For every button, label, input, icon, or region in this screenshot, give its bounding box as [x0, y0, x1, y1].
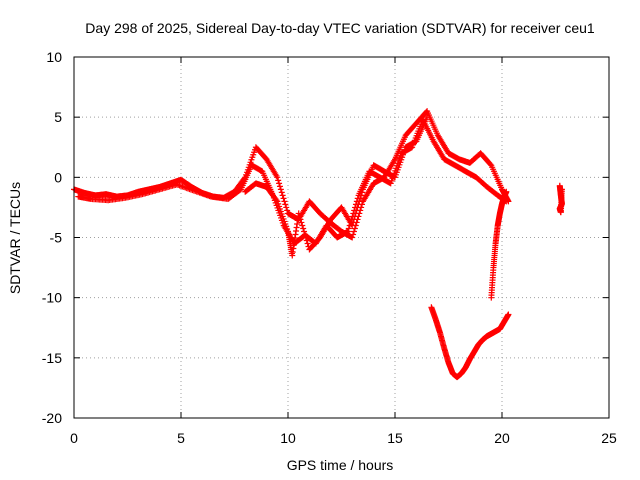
data-point-main-c [273, 197, 280, 204]
data-point-main-c [359, 189, 366, 196]
data-point-main-c [296, 213, 303, 220]
chart-title: Day 298 of 2025, Sidereal Day-to-day VTE… [85, 20, 595, 36]
data-point-main-b [345, 225, 352, 232]
data-point-main-a [274, 174, 281, 181]
data-point-main-c [304, 240, 311, 247]
data-point-main-c [302, 234, 309, 241]
y-tick-label: -5 [50, 230, 63, 246]
y-axis-label: SDTVAR / TECUs [7, 182, 23, 294]
data-point-main-c [298, 219, 305, 226]
x-tick-label: 0 [70, 430, 78, 446]
data-point-main-c [350, 216, 357, 223]
data-point-main-c [295, 210, 302, 217]
data-point-main-a [275, 177, 282, 184]
x-tick-label: 25 [601, 430, 617, 446]
data-point-main-a [277, 186, 284, 193]
data-point-main-c [300, 225, 307, 232]
data-point-main-c [358, 192, 365, 199]
data-point-dip [505, 311, 512, 318]
y-tick-label: -10 [42, 290, 62, 306]
data-point-main-c [297, 216, 304, 223]
data-point-main-a [284, 207, 291, 214]
y-tick-label: 5 [54, 109, 62, 125]
data-point-main-c [424, 114, 431, 121]
y-tick-label: 0 [54, 169, 62, 185]
x-axis-label: GPS time / hours [287, 457, 394, 473]
data-point-main-c [301, 231, 308, 238]
x-tick-label: 15 [387, 430, 403, 446]
data-point-main-c [299, 222, 306, 229]
data-point-main-a [349, 234, 356, 241]
data-point-plunge [503, 188, 510, 195]
y-tick-label: 10 [46, 49, 62, 65]
data-point-main-c [301, 228, 308, 235]
data-points [71, 108, 565, 381]
data-point-isolated [558, 186, 565, 193]
data-point-main-a [282, 201, 289, 208]
axis-ticks: 0 5 10 15 20 25 -20 -15 -10 -5 0 5 10 [42, 49, 617, 446]
data-point-main-a [487, 161, 494, 168]
data-point-main-a [279, 192, 286, 199]
data-point-main-a [278, 189, 285, 196]
data-point-main-c [355, 201, 362, 208]
data-point-main-b [344, 228, 351, 235]
y-tick-label: -20 [42, 410, 62, 426]
data-point-main-c [356, 198, 363, 205]
data-point-main-a [281, 198, 288, 205]
data-point-main-a [350, 231, 357, 238]
data-point-main-c [350, 219, 357, 226]
data-point-main-a [351, 225, 358, 232]
data-point-main-c [353, 207, 360, 214]
data-point-main-a [280, 195, 287, 202]
data-point-main-c [351, 213, 358, 220]
data-point-main-c [354, 204, 361, 211]
x-tick-label: 20 [494, 430, 510, 446]
x-tick-label: 10 [280, 430, 296, 446]
data-point-main-a [276, 180, 283, 187]
data-point-main-a [283, 204, 290, 211]
y-tick-label: -15 [42, 350, 62, 366]
x-tick-label: 5 [177, 430, 185, 446]
data-point-main-a [276, 183, 283, 190]
data-point-main-c [303, 237, 310, 244]
data-point-main-a [350, 228, 357, 235]
data-point-main-c [357, 195, 364, 202]
data-point-main-c [349, 222, 356, 229]
data-point-main-c [352, 210, 359, 217]
